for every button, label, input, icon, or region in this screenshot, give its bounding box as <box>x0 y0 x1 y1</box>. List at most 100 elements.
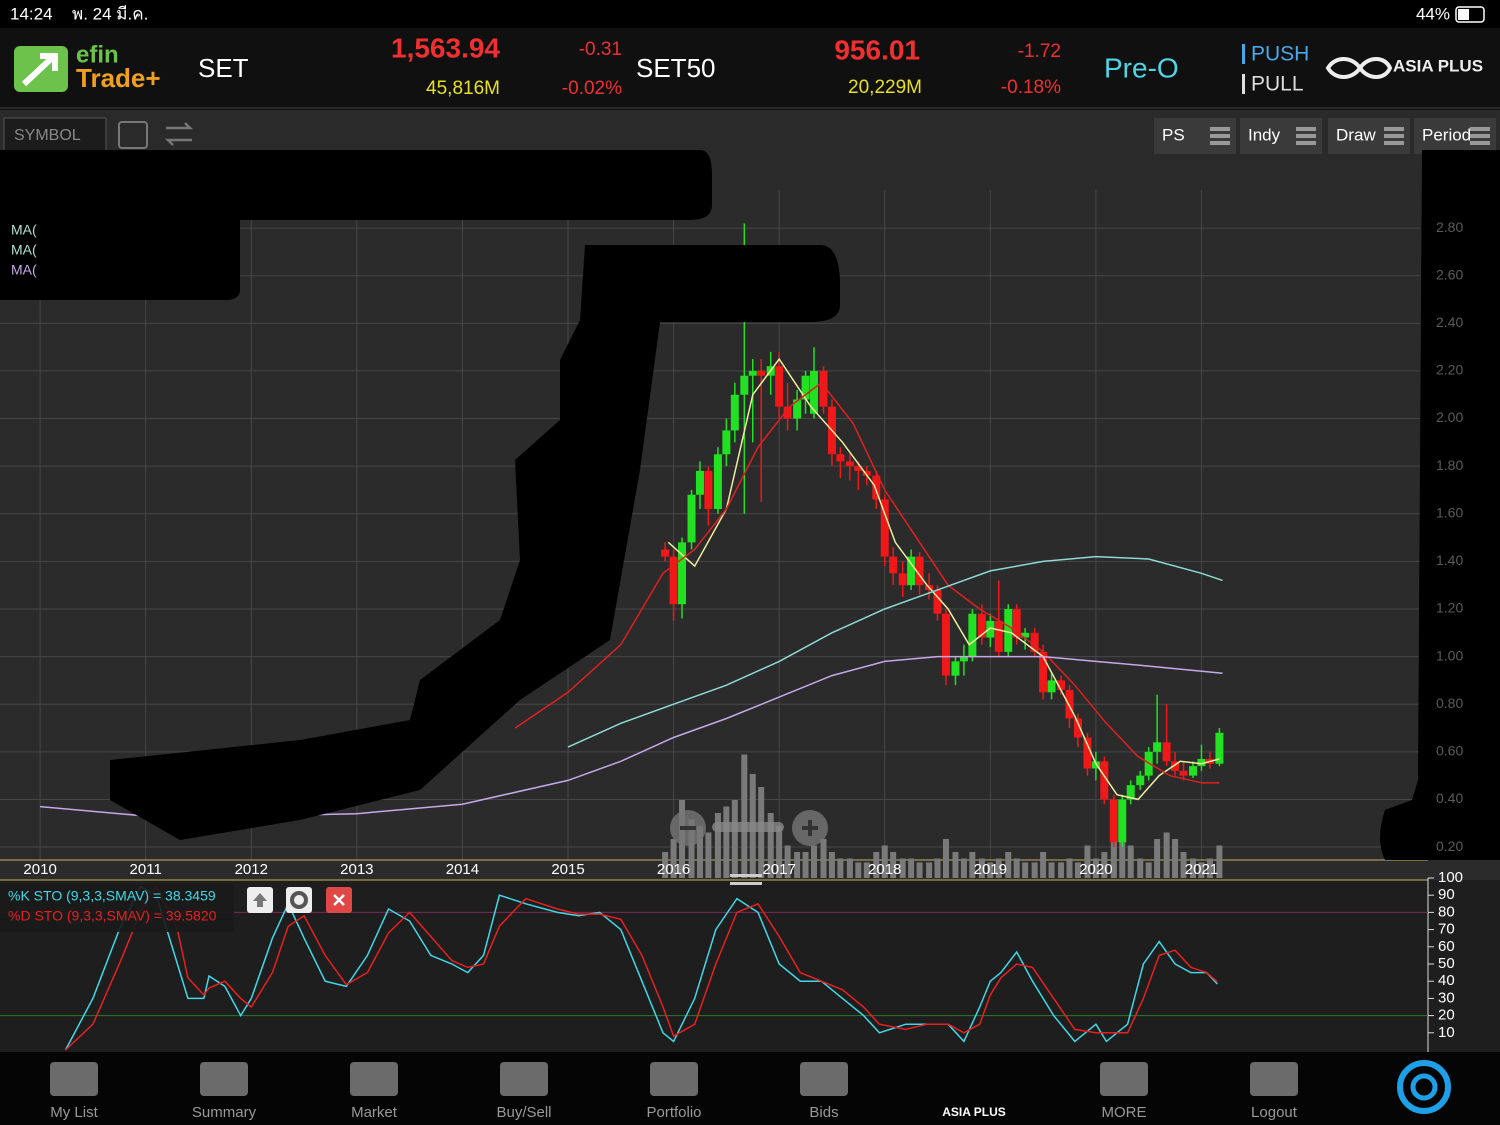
x-tick-label: 2020 <box>1079 861 1112 878</box>
pull-button[interactable]: PULL <box>1251 73 1304 96</box>
volume-bar <box>1110 826 1117 878</box>
menu-icon-line <box>1296 134 1316 138</box>
x-tick-label: 2015 <box>551 861 584 878</box>
brand-logo <box>1325 57 1393 79</box>
indicator-settings-button[interactable] <box>286 887 312 913</box>
index-volume: 45,816M <box>426 78 500 99</box>
battery-icon <box>1455 6 1485 23</box>
volume-bar <box>1198 862 1205 878</box>
toolbar-button-label: Period <box>1422 125 1471 144</box>
overlay: 2.80 2.60 2.40 2.20 2.00 1.80 1.60 1.40 1.20 1.00… <box>11 219 1463 878</box>
volume-bar <box>1092 858 1099 878</box>
volume-bar <box>1216 845 1223 878</box>
header <box>0 28 1500 110</box>
x-tick-label: 2010 <box>23 861 56 878</box>
volume-bar <box>1031 862 1038 878</box>
nav-label[interactable]: Summary <box>192 1104 257 1121</box>
legend-entry: %K STO (9,3,3,SMAV) = 38.3459 <box>8 888 216 904</box>
menu-icon-line <box>1210 134 1230 138</box>
index-value: 956.01 <box>834 34 920 65</box>
indicator-line <box>64 885 1218 1051</box>
nav-icon[interactable] <box>350 1062 398 1096</box>
x-tick-label: 2021 <box>1185 861 1218 878</box>
y-tick-label: 1.20 <box>1436 600 1463 616</box>
candle-body <box>1083 737 1092 769</box>
nav-label[interactable]: Bids <box>809 1104 838 1121</box>
y-tick-label: 1.40 <box>1436 552 1463 568</box>
volume-bar <box>820 839 827 878</box>
remove-icon <box>333 894 345 906</box>
redaction <box>0 150 712 300</box>
nav-icon[interactable] <box>50 1062 98 1096</box>
volume-bar <box>1206 858 1213 878</box>
volume-bar <box>1022 862 1029 878</box>
volume-bar <box>810 845 817 878</box>
menu-icon-line <box>1210 141 1230 145</box>
volume-bar <box>688 819 695 878</box>
candle-body <box>695 470 704 495</box>
x-tick-label: 2014 <box>446 861 479 878</box>
nav-icon[interactable] <box>800 1062 848 1096</box>
volume-bar <box>1145 862 1152 878</box>
volume-bar <box>696 826 703 878</box>
moving-average <box>40 655 1223 817</box>
volume-bar <box>960 858 967 878</box>
panel-resize-handle[interactable] <box>730 882 762 885</box>
refresh-button[interactable] <box>164 122 194 146</box>
zoom-slider[interactable] <box>712 822 784 832</box>
moving-average <box>514 381 1220 784</box>
volume-bar <box>1066 858 1073 878</box>
panel-resize-handle[interactable] <box>730 874 762 877</box>
volume-bar <box>828 852 835 878</box>
asia-plus-app-button[interactable] <box>1397 1060 1451 1114</box>
nav-label[interactable]: Market <box>351 1104 398 1121</box>
candle-body <box>1021 632 1030 638</box>
candle-body <box>1065 689 1074 719</box>
up-icon <box>253 893 267 907</box>
push-bar <box>1242 44 1245 64</box>
candle-body <box>1030 632 1039 652</box>
y-tick-label: 1.80 <box>1436 457 1463 473</box>
candle-body <box>880 499 889 557</box>
volume-bar <box>846 858 853 878</box>
y-tick-label: 90 <box>1438 886 1455 903</box>
volume-bar <box>1084 845 1091 878</box>
battery-fill <box>1458 9 1469 20</box>
candle-body <box>951 661 960 676</box>
volume-bar <box>908 858 915 878</box>
y-tick-label: 100 <box>1438 869 1463 886</box>
nav-label[interactable]: MORE <box>1102 1104 1147 1121</box>
volume-bar <box>969 852 976 878</box>
x-tick-label: 2013 <box>340 861 373 878</box>
volume-bar <box>890 852 897 878</box>
nav-icon[interactable] <box>500 1062 548 1096</box>
volume-bar <box>987 862 994 878</box>
nav-icon[interactable] <box>650 1062 698 1096</box>
ma-label: MA( <box>11 262 37 278</box>
candle-body <box>775 366 784 407</box>
menu-icon-line <box>1384 134 1404 138</box>
candle-body <box>1136 775 1145 786</box>
volume-bar <box>1190 858 1197 878</box>
toolbar-buttons: PS Indy Draw Period <box>1154 118 1496 154</box>
nav-label[interactable]: ASIA PLUS <box>942 1105 1006 1119</box>
nav-icon[interactable] <box>200 1062 248 1096</box>
nav-icon[interactable] <box>1100 1062 1148 1096</box>
push-button[interactable]: PUSH <box>1251 43 1309 66</box>
nav-label[interactable]: My List <box>50 1104 98 1121</box>
volume-bar <box>776 826 783 878</box>
y-tick-label: 2.00 <box>1436 409 1463 425</box>
candle-body <box>722 430 731 455</box>
volume-bar <box>1119 832 1126 878</box>
volume-bar <box>1180 852 1187 878</box>
nav-label[interactable]: Portfolio <box>646 1104 701 1121</box>
nav-icon[interactable] <box>1250 1062 1298 1096</box>
nav-label[interactable]: Logout <box>1251 1104 1298 1121</box>
y-tick-label: 0.40 <box>1436 790 1463 806</box>
volume-bar <box>899 858 906 878</box>
calendar-button[interactable] <box>118 121 148 149</box>
volume-bar <box>881 845 888 878</box>
x-tick-label: 2017 <box>762 861 795 878</box>
nav-label[interactable]: Buy/Sell <box>496 1104 551 1121</box>
status-time: 14:24 <box>10 4 53 23</box>
